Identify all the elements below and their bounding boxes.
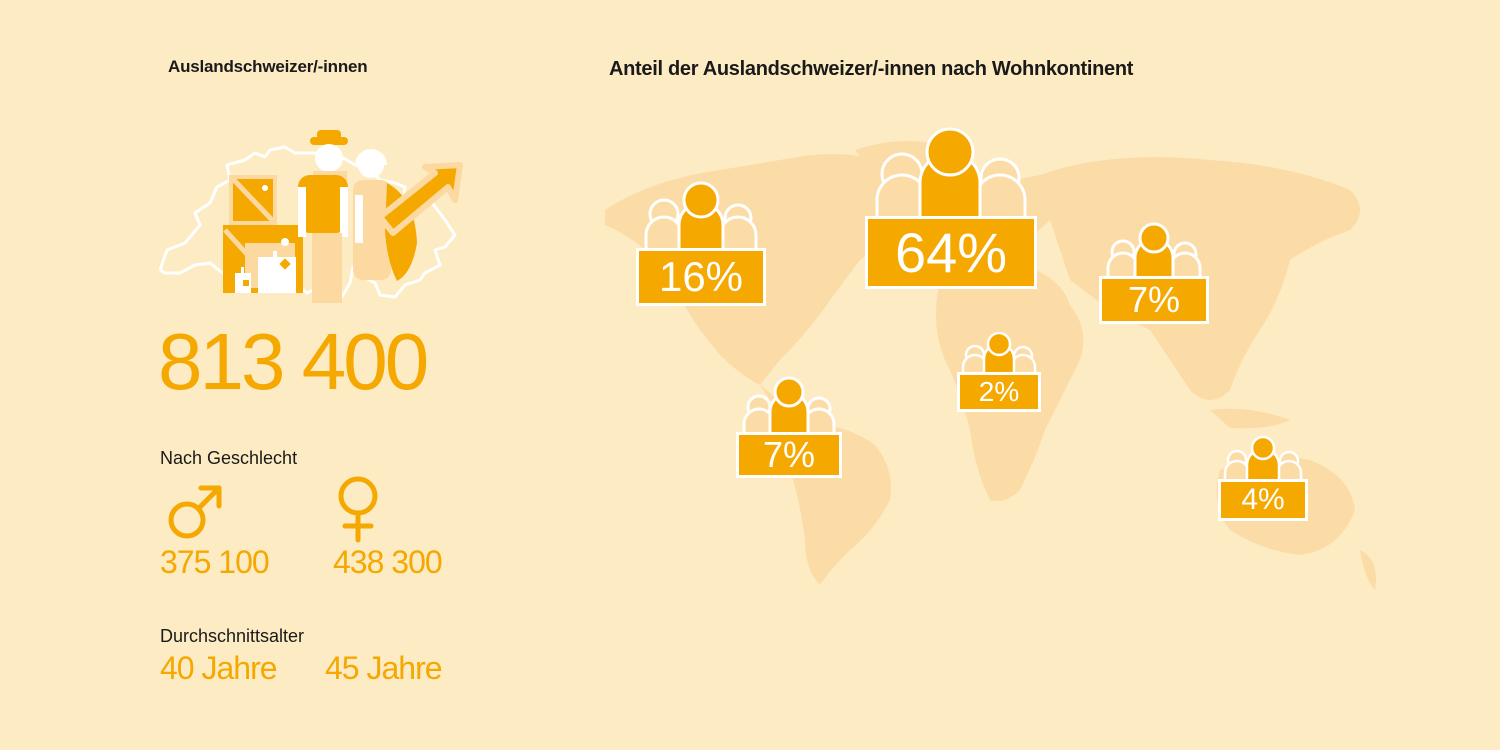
- male-symbol-icon: [168, 485, 222, 539]
- marker-asia: 7%: [1099, 222, 1209, 324]
- people-group-icon: [644, 181, 758, 250]
- people-group-icon: [875, 127, 1027, 218]
- emigration-illustration-icon: [158, 130, 463, 303]
- percentage-label: 2%: [957, 372, 1041, 412]
- marker-north-america: 16%: [636, 180, 766, 306]
- male-count: 375 100: [160, 544, 270, 580]
- male-average-age: 40 Jahre: [160, 650, 278, 686]
- marker-oceania: 4%: [1218, 435, 1308, 521]
- gender-section-label: Nach Geschlecht: [160, 448, 298, 468]
- percentage-label: 7%: [736, 432, 842, 478]
- percentage-label: 7%: [1099, 276, 1209, 324]
- female-count: 438 300: [333, 544, 443, 580]
- percentage-label: 16%: [636, 248, 766, 306]
- marker-europe: 64%: [865, 126, 1037, 289]
- female-symbol-icon: [338, 476, 378, 543]
- left-title: Auslandschweizer/-innen: [168, 57, 368, 76]
- map-title: Anteil der Auslandschweizer/-innen nach …: [609, 58, 1134, 80]
- marker-africa: 2%: [957, 332, 1041, 412]
- percentage-label: 64%: [865, 216, 1037, 289]
- people-group-icon: [1106, 222, 1202, 278]
- marker-south-america: 7%: [736, 376, 842, 478]
- female-average-age: 45 Jahre: [325, 650, 443, 686]
- people-group-icon: [961, 332, 1037, 374]
- people-group-icon: [742, 376, 836, 434]
- age-section-label: Durchschnittsalter: [160, 626, 305, 646]
- percentage-label: 4%: [1218, 479, 1308, 521]
- people-group-icon: [1223, 435, 1303, 481]
- total-count: 813 400: [158, 317, 429, 406]
